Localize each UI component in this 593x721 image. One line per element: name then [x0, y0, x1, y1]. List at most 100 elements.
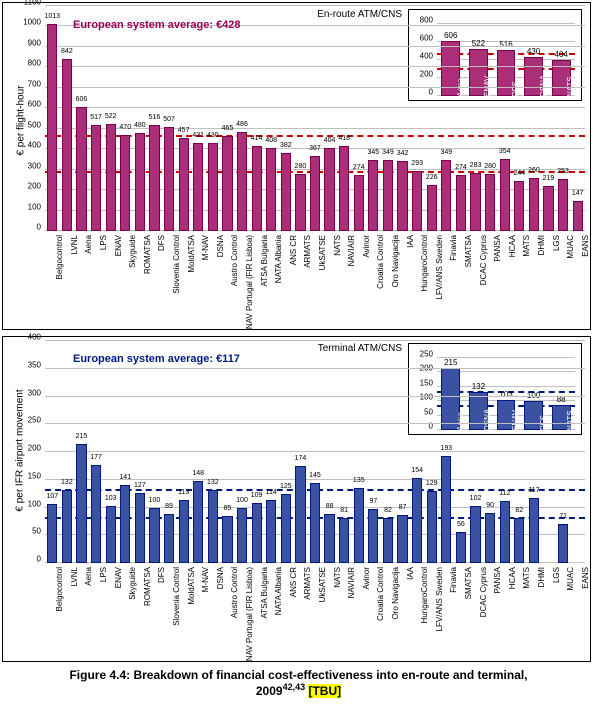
- bar-value-label: 418: [336, 135, 352, 142]
- bar: 280: [295, 174, 305, 231]
- x-category-label: DHMI: [537, 235, 546, 255]
- x-category-label: Aena: [84, 567, 93, 586]
- bar-value-label: 1013: [44, 13, 60, 20]
- y-tick-label: 350: [13, 360, 41, 369]
- x-category-label: M-NAV: [201, 567, 210, 592]
- bar: 470: [120, 135, 130, 231]
- bar: 283: [470, 173, 480, 231]
- bar: 147: [573, 201, 583, 231]
- x-category-label: LVNL: [70, 235, 79, 254]
- bar: 132: [62, 490, 72, 563]
- bar: 244: [514, 181, 524, 231]
- x-category-label: DHMI: [537, 567, 546, 587]
- bar-value-label: 82: [511, 507, 527, 514]
- x-category-label: NAVIAIR: [347, 235, 356, 266]
- bar-value-label: 349: [438, 149, 454, 156]
- x-category-label: Finavia: [449, 235, 458, 261]
- chart-terminal: 0501001502002503003504001071322151771031…: [45, 341, 585, 563]
- bar-value-label: 486: [234, 121, 250, 128]
- x-category-label: LGS: [552, 235, 561, 251]
- bar-value-label: 522: [103, 113, 119, 120]
- x-category-label: ROMATSA: [143, 567, 152, 606]
- bar: 480: [135, 133, 145, 231]
- x-category-label: NATS: [333, 567, 342, 588]
- bar-value-label: 606: [73, 96, 89, 103]
- x-category-label: ATSA Bulgaria: [260, 235, 269, 286]
- bar: 457: [179, 138, 189, 231]
- grid-line: [45, 423, 585, 424]
- bar-value-label: 132: [59, 479, 75, 486]
- bar: 517: [91, 125, 101, 231]
- grid-line: [45, 46, 585, 47]
- bar: 260: [529, 178, 539, 231]
- caption-year: 2009: [256, 684, 283, 698]
- bar: 342: [397, 161, 407, 231]
- y-tick-label: 400: [13, 141, 41, 150]
- x-category-label: Slovenia Control: [172, 567, 181, 626]
- bar-value-label: 103: [103, 495, 119, 502]
- y-tick-label: 700: [13, 79, 41, 88]
- x-category-label: UkSATSE: [318, 567, 327, 602]
- bar: 349: [383, 160, 393, 231]
- grid-line: [45, 396, 585, 397]
- bar: 345: [368, 160, 378, 231]
- x-category-label: NATA Albania: [274, 235, 283, 283]
- bar-value-label: 842: [59, 48, 75, 55]
- y-tick-label: 300: [13, 161, 41, 170]
- x-category-label: LFV/ANS Sweden: [435, 567, 444, 631]
- x-category-label: ANS CR: [289, 235, 298, 265]
- x-category-label: DFS: [157, 567, 166, 583]
- x-category-label: LVNL: [70, 567, 79, 586]
- y-tick-label: 100: [13, 499, 41, 508]
- bar: 431: [193, 143, 203, 231]
- bar: 354: [500, 159, 510, 231]
- x-category-label: SMATSA: [464, 235, 473, 267]
- x-category-label: ARMATS: [303, 235, 312, 268]
- bar-value-label: 148: [190, 470, 206, 477]
- bar-value-label: 177: [88, 454, 104, 461]
- bar-value-label: 226: [424, 174, 440, 181]
- bar: 100: [237, 508, 247, 564]
- bar-value-label: 97: [365, 498, 381, 505]
- bar: 109: [252, 503, 262, 563]
- bar: 404: [324, 148, 334, 231]
- grid-line: [45, 451, 585, 452]
- bar: 842: [62, 59, 72, 231]
- bar: 114: [266, 500, 276, 563]
- y-tick-label: 400: [13, 333, 41, 342]
- y-tick-label: 250: [13, 416, 41, 425]
- bar-value-label: 90: [482, 502, 498, 509]
- bar: 135: [354, 488, 364, 563]
- bar-value-label: 219: [540, 175, 556, 182]
- bar: 82: [514, 518, 524, 564]
- bar-value-label: 174: [292, 455, 308, 462]
- bar: 465: [222, 136, 232, 231]
- bar: 174: [295, 466, 305, 563]
- chart-enroute: 0100200300400500600700800900100011001013…: [45, 6, 585, 231]
- bar: 117: [529, 498, 539, 563]
- bar: 82: [383, 518, 393, 564]
- x-category-label: NAV Portugal (FIR Lisboa): [245, 235, 254, 329]
- x-category-label: IAA: [406, 235, 415, 248]
- x-category-label: Skyguide: [128, 235, 137, 268]
- panel-enroute: € per flight-hour En-route ATM/CNS 02004…: [2, 2, 591, 330]
- x-category-label: EANS: [581, 235, 590, 257]
- bar-value-label: 280: [292, 163, 308, 170]
- bar: 226: [427, 185, 437, 231]
- bar: 418: [339, 146, 349, 232]
- x-category-label: MUAC: [566, 235, 575, 259]
- bar: 253: [558, 179, 568, 231]
- x-category-label: Croatia Control: [376, 567, 385, 621]
- bar: 382: [281, 153, 291, 231]
- bar-value-label: 107: [44, 493, 60, 500]
- bar-value-label: 87: [394, 504, 410, 511]
- caption-sup: 42,43: [283, 682, 306, 692]
- bar: 154: [412, 478, 422, 563]
- x-category-label: NATS: [333, 235, 342, 256]
- bar: 127: [135, 493, 145, 563]
- x-category-label: EANS: [581, 567, 590, 589]
- x-labels-enroute: BelgocontrolLVNLAenaLPSENAVSkyguideROMAT…: [45, 233, 585, 329]
- bar-value-label: 141: [117, 474, 133, 481]
- x-category-label: Slovenia Control: [172, 235, 181, 294]
- x-category-label: Croatia Control: [376, 235, 385, 289]
